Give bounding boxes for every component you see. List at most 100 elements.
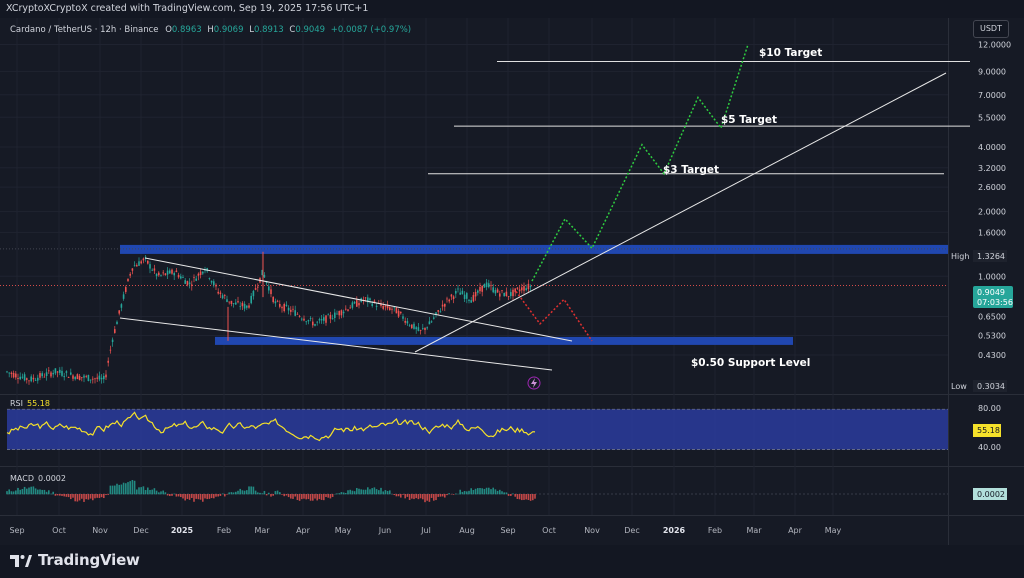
macd-bar: [184, 494, 186, 501]
rsi-label[interactable]: RSI 55.18: [10, 399, 50, 408]
candle-body: [76, 374, 79, 380]
macd-bar: [23, 486, 26, 495]
time-tick: Nov: [92, 526, 108, 535]
candle-body: [406, 321, 409, 324]
candle-body: [89, 379, 92, 381]
macd-bar: [142, 486, 145, 495]
chart-canvas[interactable]: $10 Target $5 Target $3 Target $0.50 Sup…: [0, 0, 1024, 545]
lightning-icon[interactable]: [527, 376, 541, 390]
candle-body: [415, 327, 417, 330]
macd-bar: [378, 490, 380, 495]
time-tick: Mar: [254, 526, 270, 535]
candle-body: [107, 360, 109, 363]
candle-body: [402, 316, 404, 319]
time-tick: 2025: [171, 526, 194, 535]
macd-bar: [386, 490, 389, 495]
macd-bar: [268, 492, 270, 495]
macd-bar: [30, 486, 32, 495]
macd-bar: [323, 494, 325, 501]
macd-bar: [457, 493, 459, 495]
candle-body: [118, 310, 120, 314]
candle-body: [428, 321, 431, 325]
price-axis[interactable]: 12.0000 9.0000 7.0000 5.5000 4.0000 3.2000 2.6…: [978, 41, 1011, 360]
candle-body: [202, 271, 204, 274]
macd-bar: [316, 494, 318, 501]
macd-bar: [285, 494, 288, 496]
candle-body: [501, 290, 503, 292]
wedge-lower-line: [119, 317, 553, 371]
macd-bar: [122, 482, 125, 495]
price-pane[interactable]: [0, 18, 1024, 394]
macd-bar: [529, 494, 532, 501]
candle-body: [481, 285, 483, 292]
macd-bar: [239, 488, 241, 495]
candle-body: [296, 313, 299, 315]
macd-bar: [466, 491, 468, 495]
candle-body: [120, 304, 123, 308]
candle-body: [224, 295, 226, 296]
candle-body: [413, 323, 415, 329]
candle-body: [452, 296, 455, 300]
candle-body: [158, 272, 160, 276]
currency-button[interactable]: USDT: [973, 20, 1009, 38]
macd-bar: [177, 494, 180, 497]
candle-body: [257, 286, 259, 288]
candle-body: [193, 277, 195, 278]
rsi-value-badge: [973, 424, 1001, 437]
macd-bar: [441, 494, 444, 497]
macd-label[interactable]: MACD 0.0002: [10, 474, 66, 483]
macd-bar: [360, 489, 362, 495]
candle-body: [336, 313, 338, 315]
macd-bar: [125, 483, 127, 495]
macd-bar: [503, 492, 505, 495]
candle-body: [133, 265, 136, 267]
candle-body: [87, 375, 90, 382]
candle-body: [514, 288, 516, 293]
tradingview-brand[interactable]: TradingView: [10, 551, 140, 569]
brand-name: TradingView: [38, 551, 140, 569]
macd-bar: [254, 490, 257, 495]
time-axis[interactable]: [0, 515, 1024, 545]
macd-bar: [129, 481, 131, 495]
candle-body: [391, 308, 393, 310]
candle-body: [312, 321, 314, 326]
macd-bar: [89, 494, 92, 499]
macd-bar: [336, 493, 338, 495]
candle-body: [272, 296, 274, 303]
candle-body: [6, 371, 8, 373]
macd-bar: [373, 487, 376, 495]
macd-bar: [171, 494, 173, 496]
candle-body: [331, 318, 334, 320]
tradingview-logo-icon: [10, 555, 32, 567]
time-axis-labels: Sep Oct Nov Dec 2025 Feb Mar Apr May Jun Jul Aug Sep…: [9, 526, 841, 535]
footer-bar: TradingView: [0, 545, 1024, 578]
candle-body: [235, 302, 237, 305]
time-tick: Dec: [133, 526, 148, 535]
candle-body: [342, 311, 345, 314]
macd-bar: [180, 494, 182, 498]
macd-bar: [433, 494, 435, 501]
macd-bar: [404, 494, 406, 499]
time-tick: Mar: [746, 526, 762, 535]
macd-bar: [417, 494, 420, 500]
rsi-indicator: [6, 408, 948, 450]
macd-bar: [461, 491, 464, 495]
macd-bar: [356, 488, 358, 495]
macd-pane[interactable]: [0, 467, 1024, 515]
macd-bar: [290, 494, 292, 499]
symbol-legend[interactable]: Cardano / TetherUS · 12h · Binance O0.89…: [10, 25, 411, 35]
candle-body: [67, 376, 70, 378]
candle-body: [39, 373, 41, 378]
candle-body: [375, 305, 378, 307]
macd-bar: [490, 489, 492, 495]
candle-body: [417, 327, 420, 331]
macd-bar: [474, 488, 477, 495]
svg-text:55.18: 55.18: [977, 426, 1000, 435]
candle-body: [122, 294, 125, 299]
macd-bar: [199, 494, 202, 500]
macd-bar: [314, 494, 316, 499]
macd-bar: [499, 489, 501, 495]
candle-body: [232, 303, 235, 304]
candle-body: [109, 349, 112, 351]
candle-body: [184, 280, 186, 284]
